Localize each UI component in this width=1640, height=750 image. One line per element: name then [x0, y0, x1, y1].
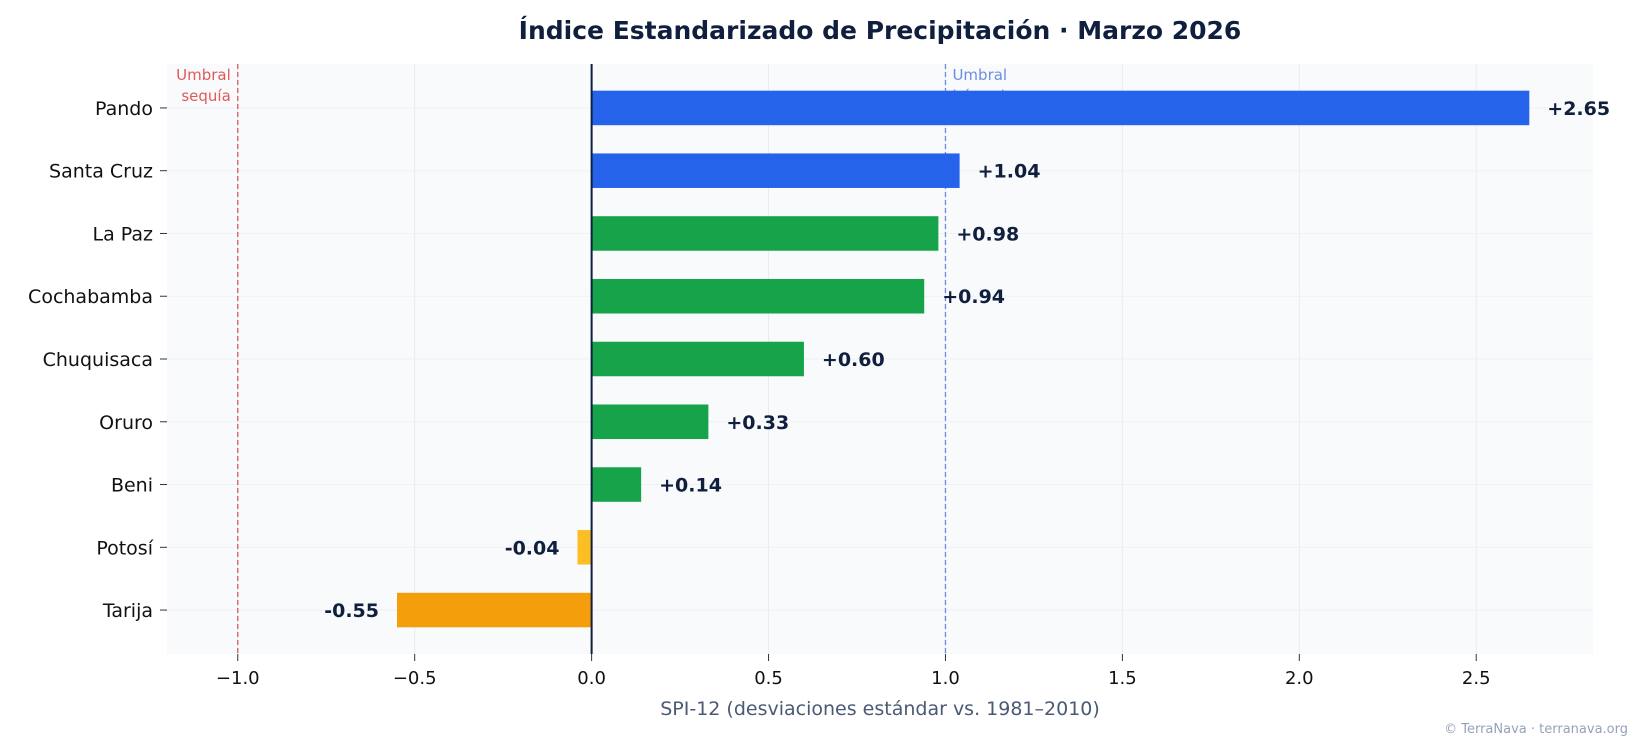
value-label: -0.04	[505, 537, 560, 559]
category-label: Pando	[95, 98, 153, 120]
value-label: +0.98	[956, 223, 1019, 245]
x-tick-label: −0.5	[393, 668, 437, 689]
value-label: +1.04	[978, 161, 1041, 183]
value-label: +0.94	[942, 286, 1005, 308]
bar	[591, 278, 925, 314]
x-tick-label: 2.0	[1285, 668, 1314, 689]
bars	[397, 90, 1530, 628]
category-label: Beni	[111, 475, 153, 497]
threshold-label: Umbral	[176, 66, 231, 84]
x-axis: −1.0 −0.5 0.0 0.5 1.0 1.5 2.0 2.5	[216, 654, 1491, 689]
y-axis: Pando Santa Cruz La Paz Cochabamba Chuquisac…	[28, 98, 167, 622]
x-axis-label: SPI-12 (desviaciones estándar vs. 1981–2…	[660, 698, 1100, 720]
x-tick-label: 1.0	[931, 668, 960, 689]
category-label: Potosí	[96, 537, 153, 559]
category-label: Cochabamba	[28, 286, 153, 308]
value-label: +2.65	[1547, 98, 1610, 120]
category-label: Santa Cruz	[49, 161, 153, 183]
x-tick-label: −1.0	[216, 668, 260, 689]
bar	[397, 592, 592, 628]
x-tick-label: 1.5	[1108, 668, 1137, 689]
value-label: -0.55	[324, 600, 379, 622]
value-label: +0.14	[659, 475, 722, 497]
value-label: +0.60	[822, 349, 885, 371]
x-tick-label: 0.5	[754, 668, 783, 689]
value-labels: +2.65 +1.04 +0.98 +0.94 +0.60 +0.33 +0.14 -0.04…	[324, 98, 1610, 622]
bar	[591, 153, 960, 188]
bar	[591, 341, 804, 377]
bar	[591, 404, 709, 440]
threshold-label: Umbral	[952, 66, 1007, 84]
bar	[591, 90, 1530, 126]
category-label: La Paz	[93, 223, 154, 245]
bar	[591, 467, 642, 502]
x-tick-label: 0.0	[577, 668, 606, 689]
credit-text: © TerraNava · terranava.org	[1444, 722, 1628, 737]
value-label: +0.33	[726, 412, 789, 434]
bar	[591, 216, 939, 251]
category-label: Oruro	[99, 412, 153, 434]
x-tick-label: 2.5	[1462, 668, 1491, 689]
category-label: Tarija	[102, 600, 153, 622]
threshold-label: sequía	[181, 87, 230, 105]
chart-title: Índice Estandarizado de Precipitación · …	[519, 16, 1242, 45]
category-label: Chuquisaca	[43, 349, 153, 371]
bar	[577, 530, 592, 565]
